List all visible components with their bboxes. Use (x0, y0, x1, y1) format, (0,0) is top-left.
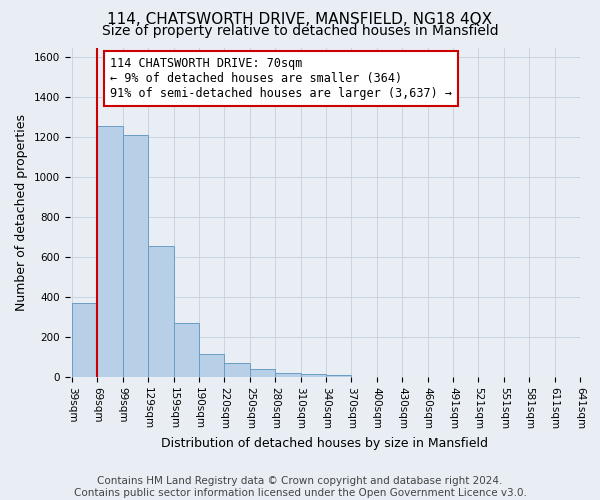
X-axis label: Distribution of detached houses by size in Mansfield: Distribution of detached houses by size … (161, 437, 488, 450)
Bar (72, 303, 97, 377)
Bar (301, 374, 326, 377)
Bar (199, 354, 224, 377)
Bar (250, 369, 275, 377)
Text: 114, CHATSWORTH DRIVE, MANSFIELD, NG18 4QX: 114, CHATSWORTH DRIVE, MANSFIELD, NG18 4… (107, 12, 493, 28)
Bar (148, 246, 173, 377)
Text: Size of property relative to detached houses in Mansfield: Size of property relative to detached ho… (101, 24, 499, 38)
Bar (123, 136, 148, 377)
Y-axis label: Number of detached properties: Number of detached properties (15, 114, 28, 310)
Text: Contains HM Land Registry data © Crown copyright and database right 2024.
Contai: Contains HM Land Registry data © Crown c… (74, 476, 526, 498)
Bar (224, 363, 250, 377)
Bar (275, 373, 301, 377)
Bar (326, 375, 352, 377)
Bar (173, 323, 199, 377)
Bar (97, 126, 123, 377)
Text: 114 CHATSWORTH DRIVE: 70sqm
← 9% of detached houses are smaller (364)
91% of sem: 114 CHATSWORTH DRIVE: 70sqm ← 9% of deta… (110, 58, 452, 100)
